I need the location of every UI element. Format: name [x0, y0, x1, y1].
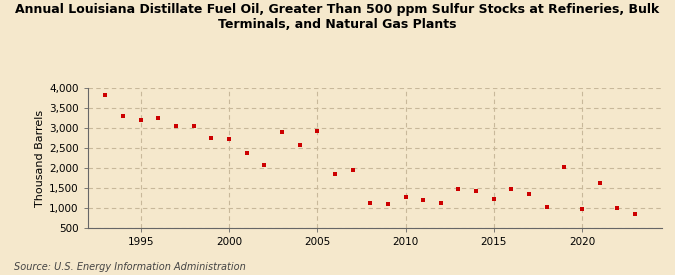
Point: [277, 130, 288, 134]
Point: [223, 137, 234, 141]
Point: [153, 116, 164, 120]
Point: [171, 124, 182, 129]
Point: [435, 201, 446, 206]
Point: [418, 198, 429, 202]
Point: [188, 123, 199, 128]
Text: Source: U.S. Energy Information Administration: Source: U.S. Energy Information Administ…: [14, 262, 245, 272]
Point: [559, 165, 570, 170]
Point: [206, 136, 217, 140]
Point: [594, 181, 605, 186]
Point: [329, 172, 340, 176]
Point: [630, 212, 641, 216]
Point: [259, 162, 270, 167]
Point: [347, 167, 358, 172]
Point: [364, 201, 375, 205]
Point: [294, 143, 305, 147]
Point: [312, 129, 323, 133]
Point: [383, 202, 394, 207]
Y-axis label: Thousand Barrels: Thousand Barrels: [35, 109, 45, 207]
Point: [576, 207, 587, 212]
Point: [524, 192, 535, 196]
Point: [506, 187, 517, 191]
Point: [241, 151, 252, 155]
Point: [117, 114, 128, 119]
Point: [470, 189, 481, 194]
Text: Annual Louisiana Distillate Fuel Oil, Greater Than 500 ppm Sulfur Stocks at Refi: Annual Louisiana Distillate Fuel Oil, Gr…: [16, 3, 659, 31]
Point: [135, 118, 146, 122]
Point: [400, 195, 411, 199]
Point: [612, 206, 623, 210]
Point: [489, 197, 500, 201]
Point: [100, 93, 111, 97]
Point: [541, 205, 552, 210]
Point: [453, 186, 464, 191]
